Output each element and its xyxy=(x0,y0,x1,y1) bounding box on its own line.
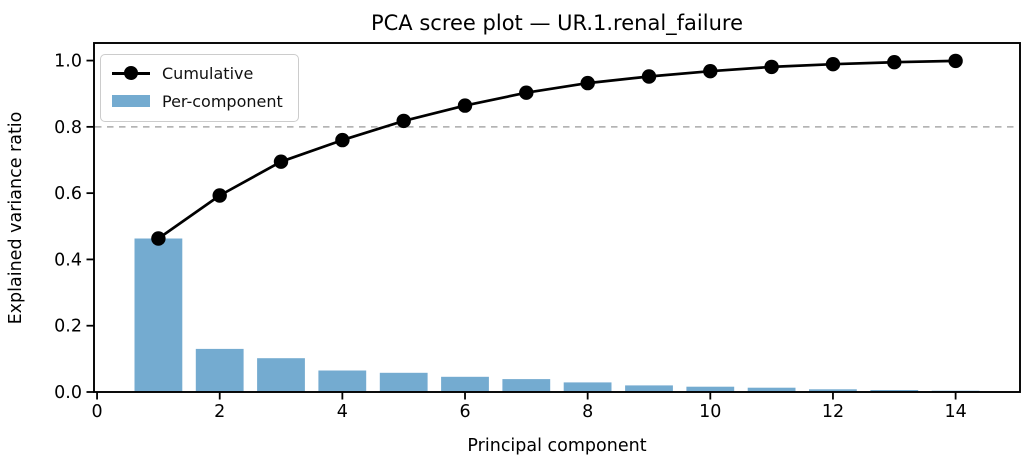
bar-swatch-icon xyxy=(112,93,150,109)
cumulative-marker-pc8 xyxy=(580,75,595,91)
cumulative-marker-pc1 xyxy=(151,231,166,246)
bar-pc4 xyxy=(318,370,367,392)
ticks-group: 0 2 4 6 8 10 12 14 0.0 0.2 0.4 0.6 0.8 1.0 xyxy=(54,52,967,422)
bar-pc6 xyxy=(441,376,489,392)
x-tick-label: 12 xyxy=(822,402,844,422)
bar-pc1 xyxy=(134,238,183,392)
legend-entry-cumulative: Cumulative xyxy=(112,60,283,86)
legend-label-per-component: Per-component xyxy=(162,91,283,111)
legend-entry-per-component: Per-component xyxy=(112,88,283,114)
bar-pc13 xyxy=(870,390,919,392)
bar-pc3 xyxy=(257,358,305,392)
y-tick-label: 0.8 xyxy=(54,118,82,138)
cumulative-marker-pc12 xyxy=(825,56,841,72)
cumulative-line-group xyxy=(151,53,963,246)
bar-pc2 xyxy=(195,348,244,392)
bar-pc12 xyxy=(809,389,857,392)
x-tick-label: 8 xyxy=(582,402,593,422)
bar-pc9 xyxy=(625,385,673,392)
y-tick-label: 1.0 xyxy=(54,52,82,72)
bar-pc8 xyxy=(563,382,612,392)
cumulative-marker-pc5 xyxy=(396,113,411,129)
x-tick-label: 6 xyxy=(459,402,470,422)
y-tick-label: 0.2 xyxy=(54,317,82,337)
cumulative-line-marker-icon xyxy=(112,65,150,81)
x-tick-label: 4 xyxy=(337,402,348,422)
y-tick-label: 0.6 xyxy=(54,184,82,204)
bar-pc5 xyxy=(379,372,428,392)
x-tick-label: 10 xyxy=(699,402,721,422)
plot-border-group xyxy=(93,42,1021,393)
cumulative-marker-pc6 xyxy=(457,98,473,113)
legend: Cumulative Per-component xyxy=(100,54,299,122)
cumulative-marker-pc13 xyxy=(887,55,902,70)
cumulative-marker-pc7 xyxy=(519,85,534,100)
x-tick-label: 2 xyxy=(214,402,225,422)
bar-pc11 xyxy=(747,387,796,392)
cumulative-marker-pc10 xyxy=(703,63,718,79)
y-tick-label: 0.4 xyxy=(54,250,82,270)
cumulative-marker-pc14 xyxy=(948,53,963,69)
bars-group xyxy=(134,238,980,392)
cumulative-marker-pc4 xyxy=(335,132,350,148)
chart-title: PCA scree plot — UR.1.renal_failure xyxy=(371,11,743,36)
cumulative-marker-pc11 xyxy=(764,59,779,75)
x-tick-label: 14 xyxy=(944,402,966,422)
cumulative-marker-pc3 xyxy=(273,154,289,169)
plot-border xyxy=(93,42,1021,393)
cumulative-line xyxy=(157,59,957,240)
bar-pc10 xyxy=(686,386,735,392)
y-tick-label: 0.0 xyxy=(54,383,82,403)
y-axis-label: Explained variance ratio xyxy=(6,112,26,325)
x-axis-label: Principal component xyxy=(467,436,646,456)
bar-pc7 xyxy=(502,379,551,392)
cumulative-marker-pc2 xyxy=(212,188,227,203)
legend-label-cumulative: Cumulative xyxy=(162,63,254,83)
cumulative-marker-pc9 xyxy=(641,69,657,84)
x-tick-label: 0 xyxy=(91,402,102,422)
